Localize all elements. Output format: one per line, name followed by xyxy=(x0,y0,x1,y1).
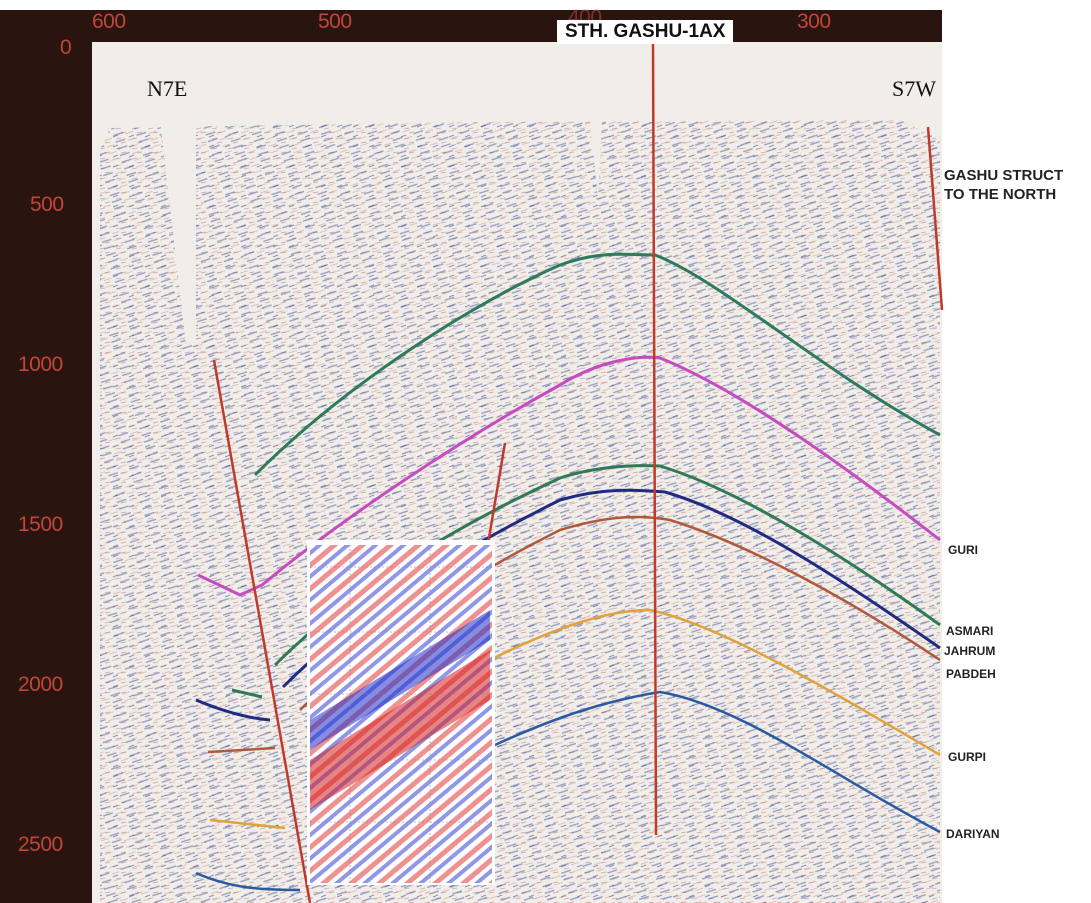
horizon-label-gurpi: GURPI xyxy=(948,750,987,764)
data-gap xyxy=(160,120,196,345)
top-axis-label: 600 xyxy=(92,10,126,33)
direction-left-label: N7E xyxy=(147,76,188,101)
horizon-gurpi xyxy=(489,608,941,757)
top-axis-bar xyxy=(0,10,942,42)
horizon-label-asmari: ASMARI xyxy=(946,624,994,638)
left-axis-label: 500 xyxy=(30,193,64,216)
horizon-upper xyxy=(253,252,941,477)
data-gap xyxy=(590,120,602,200)
top-axis-label: 300 xyxy=(797,10,831,33)
horizon-label-guri: GURI xyxy=(948,543,978,557)
horizon-fragment xyxy=(231,688,263,699)
horizon-label-pabdeh: PABDEH xyxy=(946,667,996,681)
structure-note: GASHU STRUCT TO THE NORTH xyxy=(944,167,1064,203)
horizon-label-dariyan: DARIYAN xyxy=(946,827,1000,841)
seismic-texture xyxy=(100,120,940,903)
well-path xyxy=(651,41,658,836)
horizon-fragment xyxy=(209,818,286,830)
left-axis-label: 0 xyxy=(60,36,72,59)
fault-right xyxy=(926,126,944,311)
left-axis-label: 1000 xyxy=(18,353,63,376)
fault-left xyxy=(212,359,312,903)
horizon-fragment xyxy=(207,746,276,754)
direction-right-label: S7W xyxy=(892,76,936,101)
top-axis-label: 500 xyxy=(318,10,352,33)
horizon-fragment xyxy=(195,698,271,722)
well-name-label: STH. GASHU-1AX xyxy=(557,20,734,44)
horizon-label-jahrum: JAHRUM xyxy=(944,644,996,658)
inset-panel xyxy=(307,540,495,885)
left-axis-label: 2000 xyxy=(18,673,63,696)
horizon-guri xyxy=(197,355,941,597)
horizon-fragment xyxy=(195,871,301,892)
horizon-dariyan xyxy=(494,690,941,834)
left-axis-label: 1500 xyxy=(18,513,63,536)
left-axis-label: 2500 xyxy=(18,833,63,856)
left-axis-bar xyxy=(0,10,92,903)
